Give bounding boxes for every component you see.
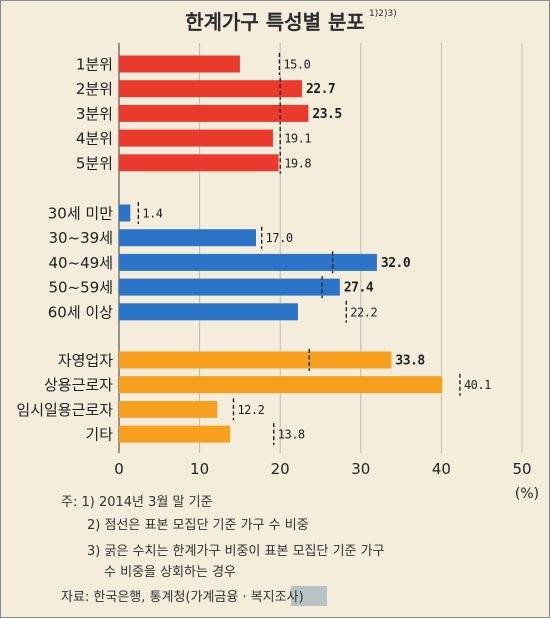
x-tick-label: 10 bbox=[190, 460, 209, 478]
bar bbox=[119, 104, 309, 122]
bar bbox=[119, 253, 377, 271]
category-label: 4분위 bbox=[76, 130, 113, 148]
value-label: 1.4 bbox=[142, 207, 162, 221]
footnote-3: 3) 굵은 수치는 한계가구 비중이 표본 모집단 기준 가구 bbox=[87, 544, 385, 559]
x-tick-label: 50 bbox=[512, 460, 531, 478]
footnote-1: 주: 1) 2014년 3월 말 기준 bbox=[61, 495, 213, 510]
bar bbox=[119, 154, 279, 172]
category-label: 60세 이상 bbox=[48, 303, 113, 321]
value-label: 40.1 bbox=[464, 378, 491, 392]
bar bbox=[119, 55, 240, 73]
source-highlight bbox=[291, 586, 327, 606]
unit-label: (%) bbox=[515, 486, 539, 502]
category-label: 1분위 bbox=[76, 56, 113, 74]
category-label: 2분위 bbox=[76, 80, 113, 98]
chart-title: 한계가구 특성별 분포 bbox=[185, 10, 365, 34]
category-label: 30~39세 bbox=[48, 229, 113, 247]
bar bbox=[119, 376, 443, 394]
footnotes: 주: 1) 2014년 3월 말 기준 2) 점선은 표본 모집단 기준 가구 … bbox=[61, 495, 385, 606]
value-label: 19.8 bbox=[284, 156, 311, 170]
bar bbox=[119, 229, 257, 247]
bars: 1분위 15.0 2분위 22.7 3분위 23.5 4분위 19.1 5분위 19.8 30세 미… bbox=[16, 53, 492, 446]
value-label: 27.4 bbox=[344, 281, 374, 296]
category-label: 50~59세 bbox=[48, 279, 113, 297]
bar bbox=[119, 425, 231, 443]
category-label: 5분위 bbox=[76, 154, 113, 172]
value-label: 13.8 bbox=[278, 428, 305, 442]
x-tick-label: 30 bbox=[351, 460, 370, 478]
bar bbox=[119, 303, 298, 321]
category-label: 기타 bbox=[85, 426, 113, 444]
x-tick-label: 0 bbox=[114, 460, 124, 478]
bar bbox=[119, 400, 218, 418]
footnote-3-cont: 수 비중을 상회하는 경우 bbox=[104, 565, 236, 580]
value-label: 12.2 bbox=[237, 403, 264, 417]
footnote-2: 2) 점선은 표본 모집단 기준 가구 수 비중 bbox=[87, 518, 309, 533]
bar bbox=[119, 204, 131, 222]
value-label: 32.0 bbox=[381, 256, 411, 271]
category-label: 임시일용근로자 bbox=[16, 401, 113, 419]
chart-title-footnote-refs: 1)2)3) bbox=[369, 9, 397, 19]
value-label: 22.7 bbox=[306, 82, 335, 97]
category-label: 40~49세 bbox=[48, 254, 113, 272]
category-label: 상용근로자 bbox=[44, 376, 113, 394]
bar bbox=[119, 80, 302, 98]
category-label: 30세 미만 bbox=[48, 205, 113, 223]
bar bbox=[119, 351, 392, 369]
value-label: 19.1 bbox=[284, 132, 311, 146]
source-note: 자료: 한국은행, 통계청(가계금융 · 복지조사) bbox=[61, 589, 304, 605]
bar bbox=[119, 129, 273, 147]
value-label: 23.5 bbox=[312, 107, 341, 122]
x-axis: 0 10 20 30 40 50 bbox=[114, 460, 531, 478]
x-tick-label: 40 bbox=[432, 460, 451, 478]
value-label: 17.0 bbox=[266, 231, 293, 245]
category-label: 3분위 bbox=[76, 105, 113, 123]
x-tick-label: 20 bbox=[271, 460, 290, 478]
value-label: 22.2 bbox=[350, 305, 377, 319]
bar bbox=[119, 278, 340, 296]
value-label: 15.0 bbox=[283, 58, 310, 72]
value-label: 33.8 bbox=[395, 354, 425, 369]
category-label: 자영업자 bbox=[58, 352, 113, 370]
